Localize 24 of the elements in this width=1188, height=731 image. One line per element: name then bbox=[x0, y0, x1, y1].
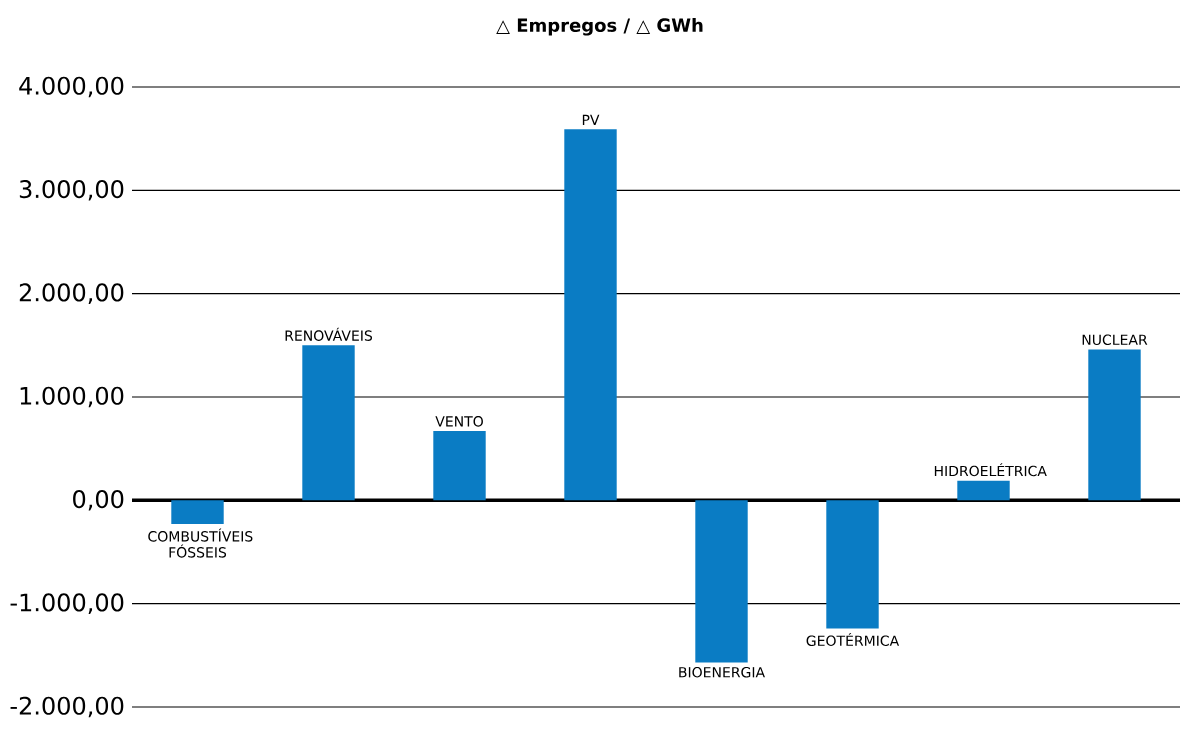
x-tick-label: RENOVÁVEIS bbox=[285, 327, 373, 341]
x-tick-label: PV bbox=[582, 114, 600, 125]
chart-title: △ Empregos / △ GWh bbox=[496, 18, 703, 36]
x-tick-label: NUCLEAR bbox=[1082, 334, 1148, 346]
y-tick-label: 2.000,00 bbox=[19, 283, 124, 304]
x-tick-label: HIDROELÉTRICA bbox=[934, 463, 1047, 477]
y-tick-label: 4.000,00 bbox=[19, 76, 124, 98]
y-tick-label: -1.000,00 bbox=[10, 593, 124, 614]
x-tick-label: GEOTÉRMICA bbox=[806, 632, 900, 647]
y-tick-label: 0,00 bbox=[73, 490, 124, 511]
bar bbox=[695, 500, 748, 663]
x-tick-label: VENTO bbox=[435, 416, 483, 427]
x-tick-label: BIOENERGIA bbox=[679, 666, 765, 678]
y-tick-label: -2.000,00 bbox=[10, 696, 124, 718]
bar bbox=[957, 480, 1010, 501]
y-tick-label: 3.000,00 bbox=[19, 180, 124, 201]
bar bbox=[302, 345, 355, 501]
bar bbox=[171, 500, 224, 525]
x-tick-label: COMBUSTÍVEIS FÓSSEIS bbox=[148, 528, 253, 558]
y-tick-label: 1.000,00 bbox=[20, 386, 124, 408]
bar bbox=[1088, 349, 1141, 501]
bar bbox=[564, 129, 617, 501]
bar bbox=[433, 431, 486, 501]
bar bbox=[826, 500, 879, 629]
